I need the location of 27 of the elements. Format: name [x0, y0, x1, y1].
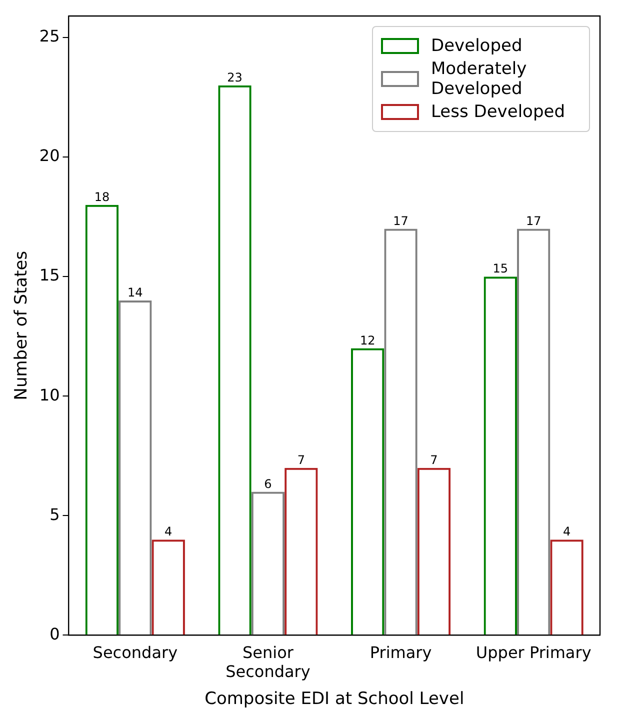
y-tick-label: 20 — [39, 146, 60, 166]
data-label: 17 — [393, 214, 408, 228]
data-label: 23 — [227, 70, 242, 84]
legend-label: Less Developed — [431, 102, 565, 122]
data-label: 14 — [128, 286, 143, 300]
y-tick-label: 0 — [50, 624, 60, 644]
x-tick-label: Secondary — [92, 642, 178, 662]
data-label: 6 — [264, 476, 272, 491]
x-tick-label: Primary — [370, 642, 432, 662]
y-tick-label: 5 — [50, 504, 60, 524]
x-tick-label: Senior Secondary — [226, 642, 310, 682]
y-axis-title: Number of States — [12, 250, 32, 400]
data-label: 7 — [297, 452, 305, 467]
legend-label: Moderately Developed — [431, 59, 528, 99]
data-label: 12 — [360, 333, 376, 348]
data-label: 4 — [562, 524, 571, 539]
data-label: 18 — [94, 190, 110, 204]
y-tick-label: 25 — [39, 26, 60, 46]
data-label: 4 — [164, 524, 172, 539]
legend-label: Developed — [431, 36, 522, 56]
data-label: 17 — [526, 214, 542, 228]
data-label: 15 — [492, 262, 508, 276]
y-tick-label: 10 — [39, 385, 60, 404]
y-tick-label: 15 — [39, 266, 60, 285]
x-axis-title: Composite EDI at School Level — [204, 689, 464, 710]
x-tick-label: Upper Primary — [476, 642, 592, 662]
data-label: 7 — [430, 452, 438, 467]
